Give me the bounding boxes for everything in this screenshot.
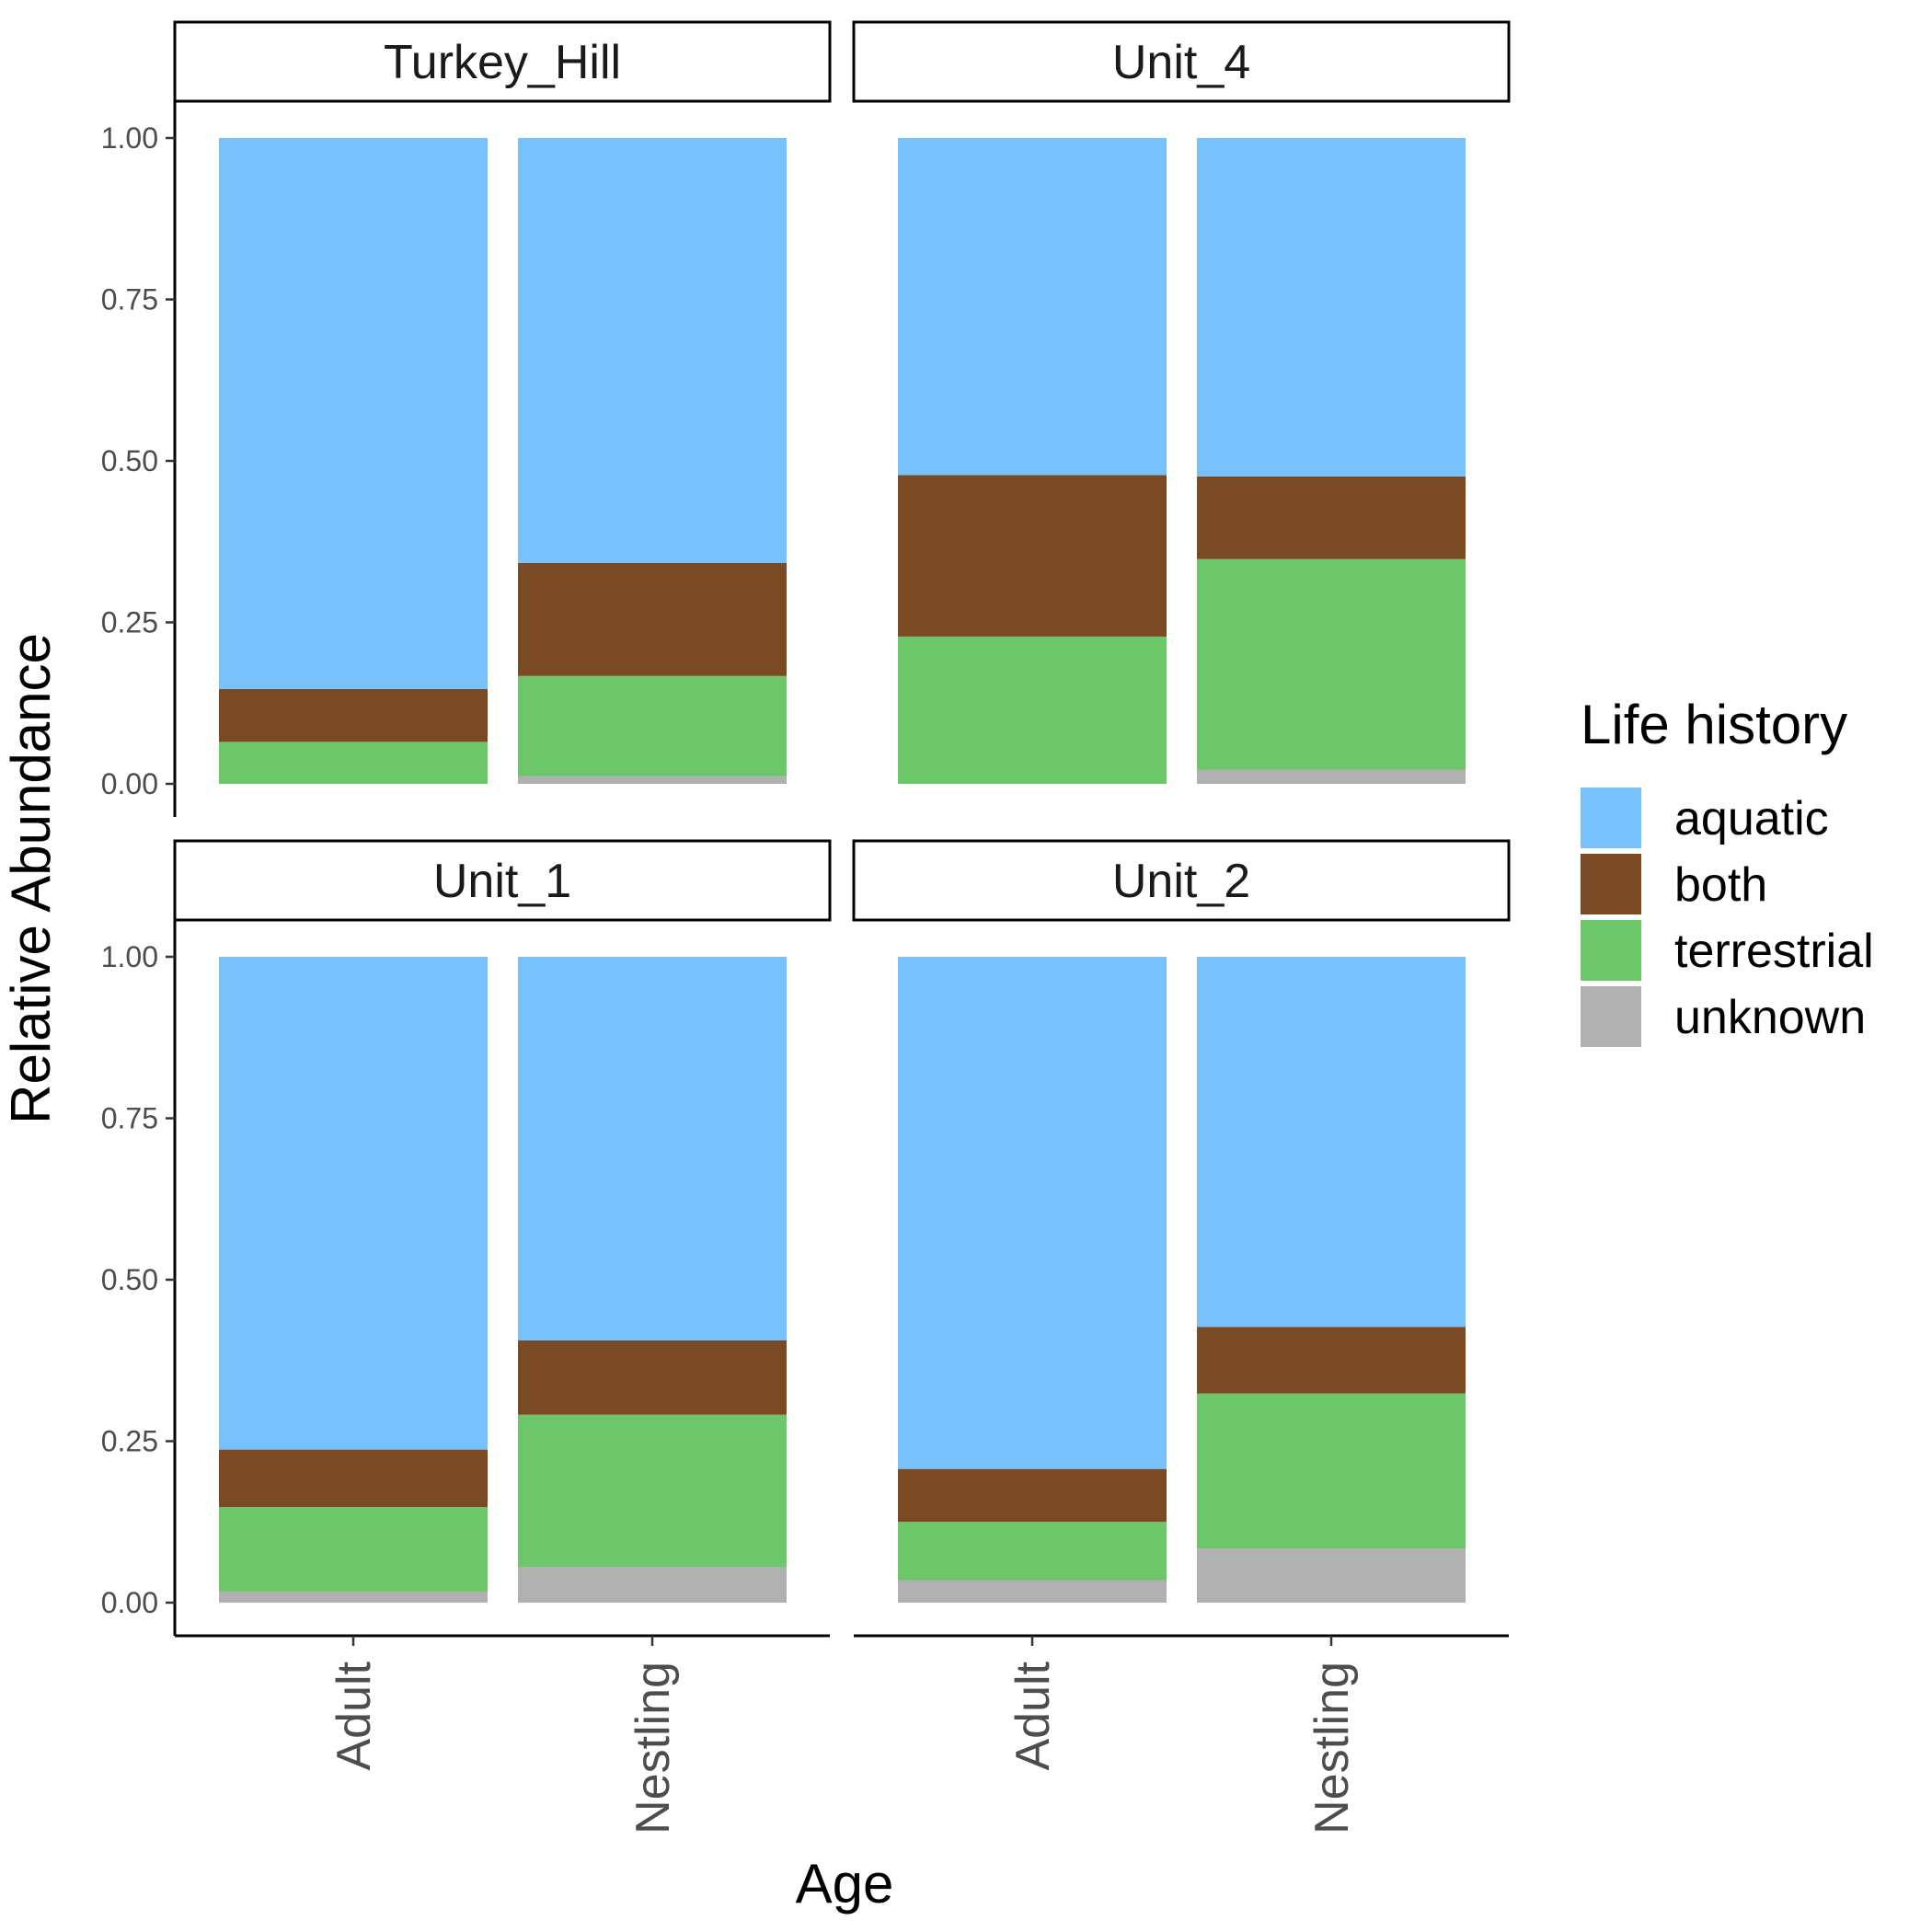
- bar-unit-4-adult-terrestrial: [898, 636, 1167, 784]
- x-tick-label: Nestling: [1305, 1662, 1359, 1834]
- bar-unit-1-nestling-unknown: [518, 1567, 787, 1603]
- bar-unit-4-nestling-aquatic: [1197, 138, 1466, 477]
- facet-strip-unit-2: [852, 839, 1511, 922]
- bar-unit-2-adult-both: [898, 1468, 1167, 1523]
- legend-key-aquatic: [1581, 788, 1641, 848]
- bar-unit-4-nestling-both: [1197, 476, 1466, 559]
- legend-item-terrestrial: terrestrial: [1581, 920, 1874, 981]
- bar-unit-2-adult-unknown: [898, 1580, 1167, 1603]
- legend-title: Life history: [1581, 694, 1847, 755]
- legend-item-both: both: [1581, 854, 1767, 914]
- facet-strip-turkey-hill: [173, 20, 832, 103]
- facet-strip-label: Unit_4: [1112, 36, 1250, 89]
- bar-unit-4-nestling-unknown: [1197, 769, 1466, 784]
- y-tick-label: 0.00: [101, 767, 158, 800]
- y-tick-label: 1.00: [101, 940, 158, 973]
- legend-items: aquatic both terrestrial unknown: [1581, 788, 1874, 1047]
- facet-panels: Turkey_Hill 0.00 0.25 0.50 0.75 1.00 Unit_4 Uni…: [101, 20, 1511, 1636]
- bar-unit-2-nestling-terrestrial: [1197, 1393, 1466, 1549]
- y-tick-label: 0.50: [101, 1263, 158, 1296]
- x-axis: Adult Nestling Adult Nestling: [175, 1634, 1509, 1834]
- facet-strip-label: Turkey_Hill: [384, 36, 621, 89]
- legend-label: both: [1674, 858, 1767, 912]
- bar-unit-1-adult-terrestrial: [219, 1507, 488, 1593]
- y-tick-label: 0.00: [101, 1586, 158, 1619]
- y-tick-label: 0.50: [101, 444, 158, 477]
- bar-turkey-hill-nestling-unknown: [518, 776, 787, 784]
- bar-unit-1-nestling-aquatic: [518, 957, 787, 1340]
- bar-turkey-hill-nestling-aquatic: [518, 138, 787, 563]
- facet-turkey-hill: Turkey_Hill 0.00 0.25 0.50 0.75 1.00: [101, 20, 832, 817]
- bar-turkey-hill-nestling-terrestrial: [518, 675, 787, 776]
- bar-unit-1-adult-aquatic: [219, 957, 488, 1450]
- facet-strip-label: Unit_1: [433, 855, 571, 908]
- facet-strip-unit-1: [173, 839, 832, 922]
- bar-unit-2-nestling-both: [1197, 1327, 1466, 1394]
- y-tick-label: 0.75: [101, 283, 158, 316]
- legend-label: aquatic: [1674, 792, 1829, 845]
- bar-unit-4-nestling-terrestrial: [1197, 558, 1466, 770]
- x-tick-label: Nestling: [627, 1662, 680, 1834]
- facet-unit-2: Unit_2: [852, 839, 1511, 1603]
- legend-item-aquatic: aquatic: [1581, 788, 1829, 848]
- y-axis-title: Relative Abundance: [0, 633, 62, 1124]
- legend: Life history aquatic both terrestrial unkno…: [1581, 694, 1874, 1047]
- bar-unit-1-nestling-both: [518, 1340, 787, 1415]
- legend-key-both: [1581, 854, 1641, 914]
- facet-unit-1: Unit_1 0.00 0.25 0.50 0.75 1.00: [101, 839, 832, 1636]
- x-tick-label: Adult: [328, 1661, 381, 1770]
- facet-unit-4: Unit_4: [852, 20, 1511, 784]
- y-tick-label: 0.25: [101, 1425, 158, 1458]
- bar-unit-2-adult-aquatic: [898, 957, 1167, 1469]
- facet-strip-label: Unit_2: [1112, 855, 1250, 908]
- legend-item-unknown: unknown: [1581, 986, 1866, 1047]
- y-tick-label: 1.00: [101, 121, 158, 155]
- x-axis-title: Age: [796, 1853, 894, 1915]
- legend-key-unknown: [1581, 986, 1641, 1047]
- legend-label: terrestrial: [1674, 925, 1874, 978]
- bar-unit-1-nestling-terrestrial: [518, 1414, 787, 1568]
- bar-turkey-hill-nestling-both: [518, 562, 787, 676]
- facet-strip-unit-4: [852, 20, 1511, 103]
- bar-unit-2-nestling-unknown: [1197, 1548, 1466, 1603]
- legend-key-terrestrial: [1581, 920, 1641, 981]
- bar-turkey-hill-adult-aquatic: [219, 138, 488, 689]
- bar-unit-2-nestling-aquatic: [1197, 957, 1466, 1328]
- bar-turkey-hill-adult-both: [219, 688, 488, 742]
- bar-turkey-hill-adult-terrestrial: [219, 742, 488, 784]
- bar-unit-1-adult-both: [219, 1449, 488, 1508]
- bar-unit-1-adult-unknown: [219, 1592, 488, 1603]
- x-tick-label: Adult: [1006, 1661, 1060, 1770]
- bar-unit-2-adult-terrestrial: [898, 1522, 1167, 1581]
- bar-unit-4-adult-aquatic: [898, 138, 1167, 476]
- y-tick-label: 0.75: [101, 1102, 158, 1135]
- y-tick-label: 0.25: [101, 606, 158, 639]
- legend-label: unknown: [1674, 991, 1866, 1044]
- bar-unit-4-adult-both: [898, 475, 1167, 637]
